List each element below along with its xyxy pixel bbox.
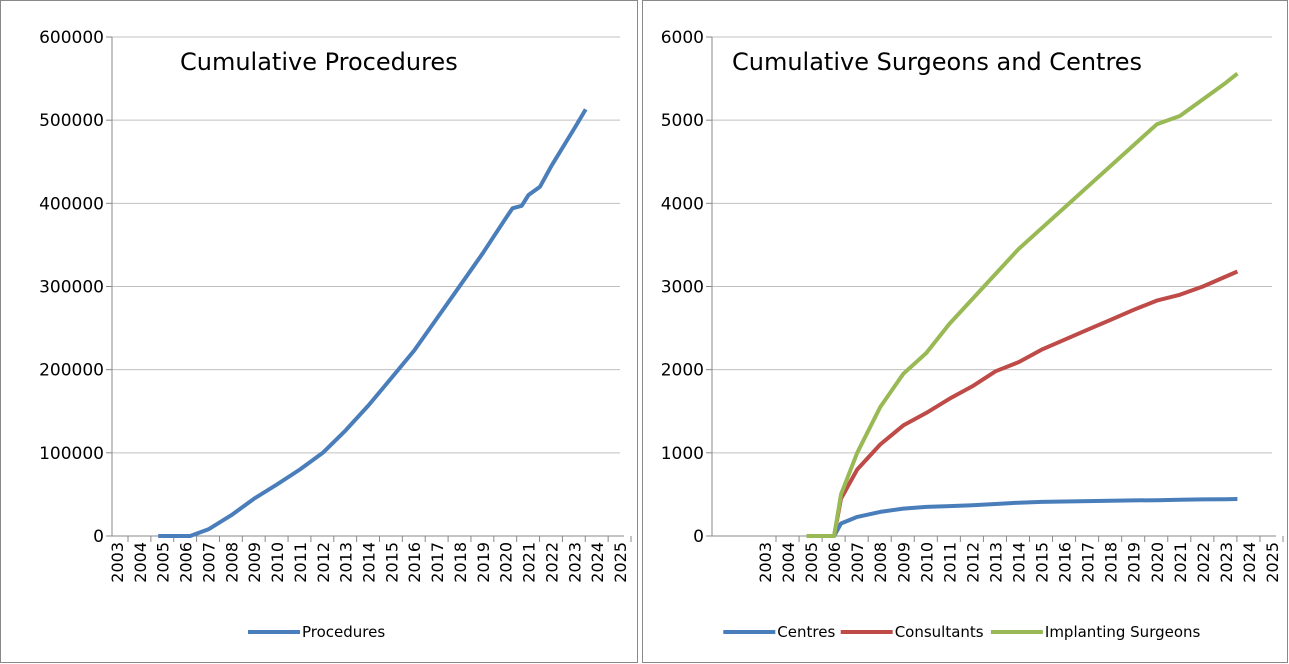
y-tick-label: 600000 [39,28,104,48]
x-tick-label: 2010 [268,542,287,583]
x-tick-label: 2012 [963,542,982,583]
x-tick-label: 2011 [291,542,310,583]
y-tick-label: 200000 [39,361,104,381]
y-tick-label: 500000 [39,111,104,131]
y-tick-label: 2000 [661,361,704,381]
x-tick-label: 2025 [611,542,630,583]
series-line [806,497,1238,538]
x-tick-label: 2009 [245,542,264,583]
x-tick-label: 2017 [1079,542,1098,583]
y-tick-label: 0 [93,527,104,547]
x-tick-label: 2017 [428,542,447,583]
chart-title: Cumulative Surgeons and Centres [732,48,1142,76]
series-line [806,72,1239,538]
x-tick-label: 2015 [382,542,401,583]
x-tick-label: 2006 [177,542,196,583]
y-tick-label: 4000 [661,194,704,214]
x-tick-label: 2014 [360,542,379,583]
x-tick-label: 2009 [894,542,913,583]
x-tick-label: 2010 [917,542,936,583]
x-tick-label: 2016 [405,542,424,583]
panel-border [0,0,638,663]
x-tick-label: 2004 [779,542,798,583]
y-tick-label: 3000 [661,278,704,298]
y-tick-label: 1000 [661,444,704,464]
x-tick-label: 2018 [451,542,470,583]
x-tick-label: 2006 [825,542,844,583]
y-tick-label: 5000 [661,111,704,131]
x-tick-label: 2007 [848,542,867,583]
x-tick-label: 2013 [986,542,1005,583]
x-tick-label: 2012 [314,542,333,583]
x-tick-label: 2024 [1240,542,1259,583]
x-tick-label: 2021 [520,542,539,583]
x-tick-label: 2019 [1125,542,1144,583]
legend-label: Procedures [302,623,385,641]
x-tick-label: 2007 [199,542,218,583]
x-tick-label: 2003 [756,542,775,583]
x-tick-label: 2024 [588,542,607,583]
x-tick-label: 2003 [108,542,127,583]
x-tick-label: 2022 [1194,542,1213,583]
x-tick-label: 2019 [474,542,493,583]
y-tick-label: 400000 [39,194,104,214]
x-tick-label: 2020 [1148,542,1167,583]
series-line [806,269,1239,538]
y-tick-label: 0 [693,527,704,547]
x-tick-label: 2016 [1056,542,1075,583]
x-tick-label: 2023 [565,542,584,583]
x-tick-label: 2015 [1033,542,1052,583]
x-tick-label: 2020 [497,542,516,583]
x-tick-label: 2004 [131,542,150,583]
y-tick-label: 100000 [39,444,104,464]
x-tick-label: 2008 [871,542,890,583]
x-tick-label: 2005 [154,542,173,583]
x-tick-label: 2013 [337,542,356,583]
x-tick-label: 2008 [222,542,241,583]
chart-title: Cumulative Procedures [180,48,458,76]
x-tick-label: 2014 [1010,542,1029,583]
y-tick-label: 6000 [661,28,704,48]
legend-label: Centres [777,623,835,641]
x-tick-label: 2023 [1217,542,1236,583]
x-tick-label: 2018 [1102,542,1121,583]
x-tick-label: 2022 [542,542,561,583]
y-tick-label: 300000 [39,278,104,298]
x-tick-label: 2021 [1171,542,1190,583]
x-tick-label: 2011 [940,542,959,583]
panel-border [642,0,1288,663]
legend-label: Implanting Surgeons [1045,623,1201,641]
x-tick-label: 2005 [802,542,821,583]
x-tick-label: 2025 [1263,542,1282,583]
series-line [158,108,588,538]
legend-label: Consultants [895,623,984,641]
